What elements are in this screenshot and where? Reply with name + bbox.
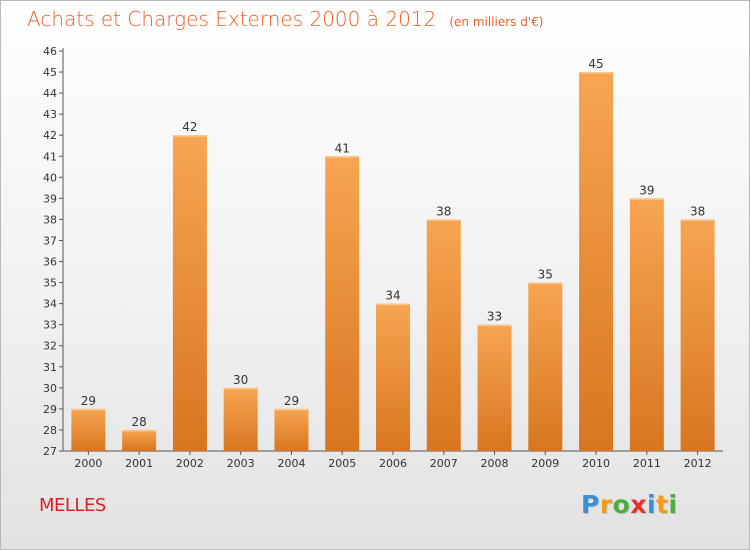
logo-letter: r [599,490,613,519]
bar-highlight [680,219,715,221]
y-tick-label: 34 [43,298,57,311]
y-tick-label: 29 [43,403,57,416]
value-label: 34 [385,289,400,303]
bar-2009 [528,282,563,451]
bar-highlight [477,324,512,327]
bar-2007 [426,219,461,451]
place-name: MELLES [39,495,106,516]
x-tick-label: 2005 [328,457,356,470]
value-label: 38 [690,204,705,218]
chart-unit: (en milliers d'€) [449,15,544,29]
y-tick-label: 38 [43,213,57,226]
value-label: 29 [81,394,96,408]
x-tick-label: 2002 [176,457,204,470]
x-tick-label: 2009 [531,457,559,470]
bar-2000 [71,408,106,451]
bar-highlight [71,408,106,411]
y-tick-label: 46 [43,45,57,58]
bar-highlight [579,72,614,74]
logo-letter: o [612,490,631,519]
y-tick-label: 42 [43,129,57,142]
bar-2001 [122,429,157,451]
y-tick-label: 44 [43,87,57,100]
y-tick-label: 32 [43,340,57,353]
y-tick-label: 37 [43,234,57,247]
x-tick-label: 2008 [481,457,509,470]
chart-header: Achats et Charges Externes 2000 à 2012 (… [27,7,543,31]
y-tick-label: 28 [43,424,57,437]
bar-2010 [579,72,614,451]
value-label: 45 [588,57,603,71]
x-tick-label: 2007 [430,457,458,470]
x-tick-label: 2003 [227,457,255,470]
bar-highlight [325,156,360,158]
chart-title: Achats et Charges Externes 2000 à 2012 [27,7,437,31]
logo-letter: i [647,490,657,519]
bar-2002 [172,135,207,452]
x-tick-label: 2011 [633,457,661,470]
y-tick-label: 30 [43,382,57,395]
bar-2006 [376,303,410,451]
x-tick-label: 2012 [684,457,712,470]
bar-highlight [376,303,410,306]
bar-highlight [172,135,207,137]
bar-2003 [223,387,258,451]
value-label: 39 [639,183,654,197]
y-tick-label: 39 [43,192,57,205]
value-label: 33 [487,310,502,324]
bar-2012 [680,219,715,451]
value-label: 35 [538,268,553,282]
x-tick-label: 2000 [74,457,102,470]
bar-highlight [122,429,157,432]
y-tick-label: 33 [43,319,57,332]
y-tick-label: 35 [43,277,57,290]
value-label: 42 [182,120,197,134]
proxiti-logo: Proxiti [581,490,678,519]
y-tick-label: 36 [43,256,57,269]
bar-highlight [528,282,563,285]
x-tick-label: 2001 [125,457,153,470]
bar-highlight [274,408,309,411]
y-tick-label: 40 [43,171,57,184]
bar-2005 [325,156,360,451]
value-label: 28 [132,415,147,429]
y-tick-label: 43 [43,108,57,121]
logo-letter: x [630,490,647,519]
y-tick-label: 41 [43,150,57,163]
logo-letter: t [656,490,669,519]
x-tick-label: 2004 [277,457,305,470]
logo-letter: i [668,490,678,519]
value-label: 30 [233,373,248,387]
y-tick-label: 27 [43,445,57,458]
x-tick-label: 2010 [582,457,610,470]
bar-2008 [477,324,512,451]
bar-highlight [629,198,664,200]
y-tick-label: 45 [43,66,57,79]
logo-letter: P [581,490,600,519]
value-label: 41 [335,141,350,155]
bar-highlight [426,219,461,221]
bar-2004 [274,408,309,451]
bar-2011 [629,198,664,451]
y-tick-label: 31 [43,361,57,374]
bar-highlight [223,387,258,390]
x-tick-label: 2006 [379,457,407,470]
value-label: 29 [284,394,299,408]
value-label: 38 [436,204,451,218]
